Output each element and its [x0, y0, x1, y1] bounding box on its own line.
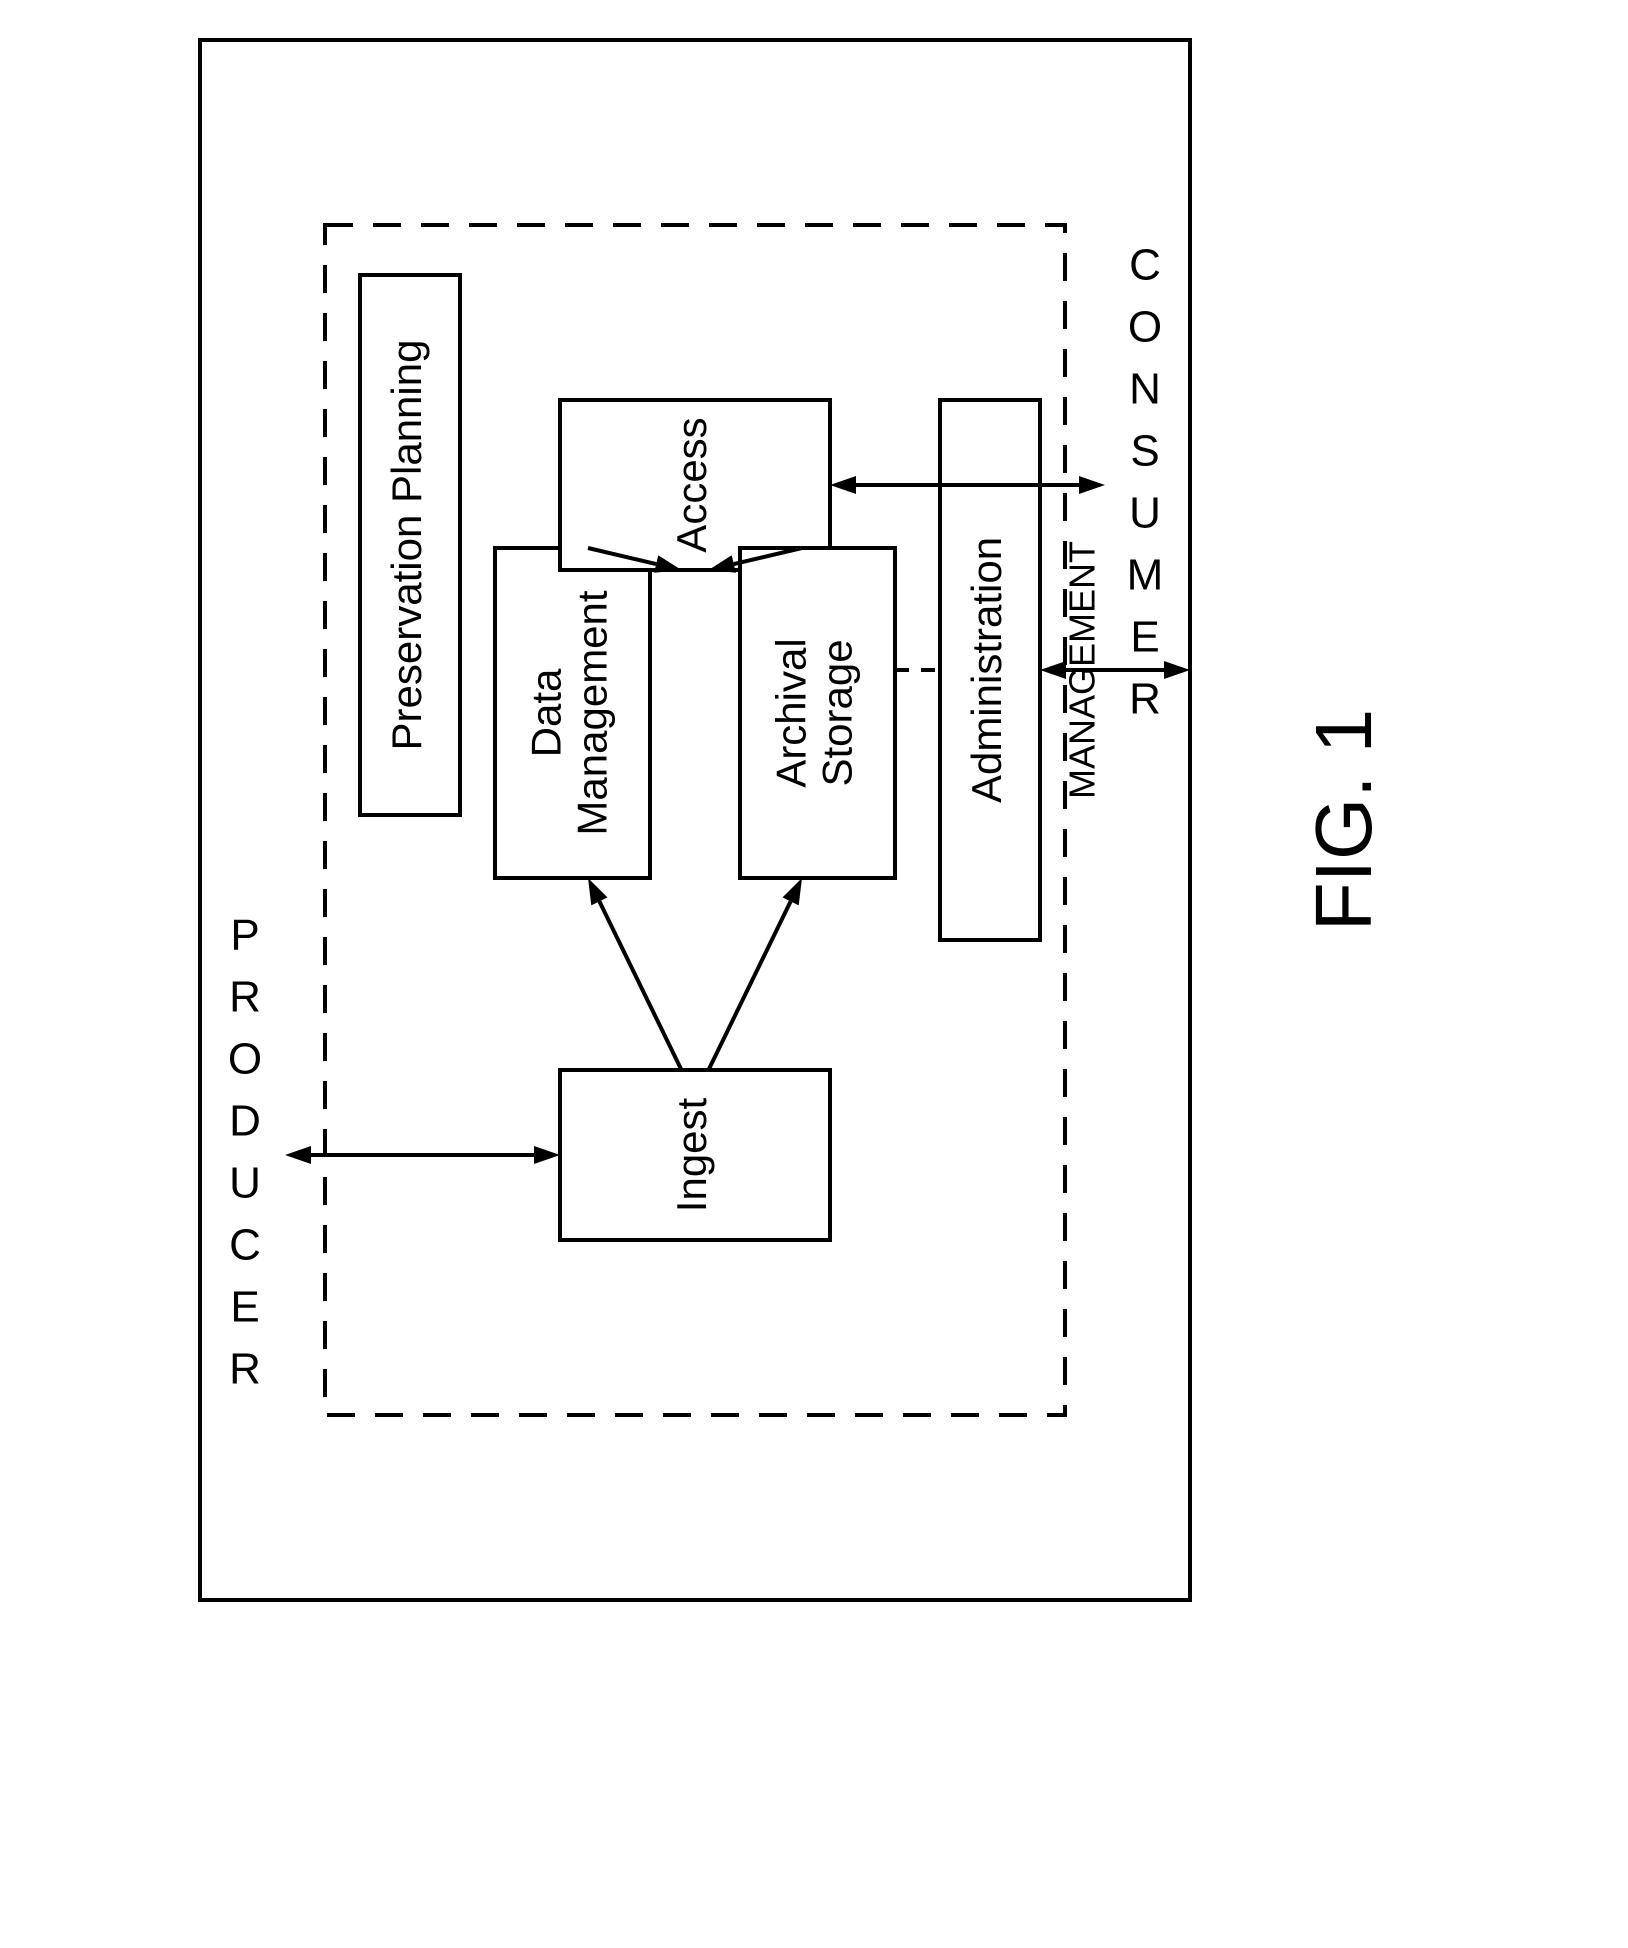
svg-text:Archival: Archival	[767, 638, 814, 787]
svg-text:O: O	[228, 1035, 262, 1084]
diagram-stage: Preservation Planning DataManagement Inges…	[0, 0, 1628, 1948]
svg-text:M: M	[1127, 551, 1164, 600]
svg-text:R: R	[1129, 675, 1161, 724]
svg-text:R: R	[229, 973, 261, 1022]
svg-text:S: S	[1130, 427, 1159, 476]
svg-text:U: U	[1129, 489, 1161, 538]
svg-text:Management: Management	[569, 590, 616, 835]
label-management: MANAGEMENT	[1062, 541, 1103, 799]
label-preservation: Preservation Planning	[383, 340, 430, 751]
svg-text:Data: Data	[522, 668, 569, 757]
svg-text:Access: Access	[668, 417, 715, 552]
svg-text:P: P	[230, 911, 259, 960]
svg-text:R: R	[229, 1345, 261, 1394]
label-producer: PRODUCER	[228, 911, 262, 1394]
figure-label: FIG. 1	[1299, 709, 1388, 931]
svg-text:C: C	[1129, 241, 1161, 290]
svg-text:E: E	[230, 1283, 259, 1332]
svg-text:N: N	[1129, 365, 1161, 414]
svg-text:MANAGEMENT: MANAGEMENT	[1062, 541, 1103, 799]
svg-text:D: D	[229, 1097, 261, 1146]
svg-text:Administration: Administration	[963, 537, 1010, 803]
svg-text:U: U	[229, 1159, 261, 1208]
svg-text:Storage: Storage	[814, 639, 861, 786]
label-ingest: Ingest	[668, 1097, 715, 1212]
label-administration: Administration	[963, 537, 1010, 803]
label-access: Access	[668, 417, 715, 552]
svg-text:FIG. 1: FIG. 1	[1299, 709, 1388, 931]
label-consumer: CONSUMER	[1127, 241, 1164, 724]
svg-text:Ingest: Ingest	[668, 1097, 715, 1212]
label-archival-storage: ArchivalStorage	[767, 638, 860, 787]
svg-text:E: E	[1130, 613, 1159, 662]
svg-text:Preservation Planning: Preservation Planning	[383, 340, 430, 751]
diagram-svg: Preservation Planning DataManagement Inges…	[0, 0, 1628, 1948]
svg-text:C: C	[229, 1221, 261, 1270]
svg-text:O: O	[1128, 303, 1162, 352]
